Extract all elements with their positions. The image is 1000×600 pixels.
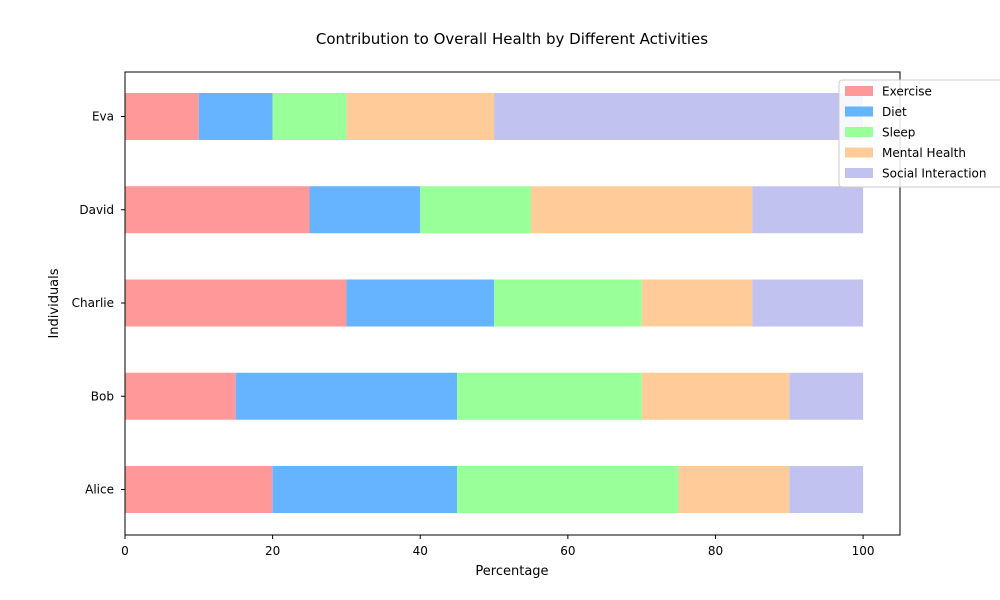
bar-eva-mental-health bbox=[346, 93, 495, 140]
bar-eva-exercise bbox=[125, 93, 199, 140]
chart-title: Contribution to Overall Health by Differ… bbox=[316, 30, 708, 48]
y-axis: Alice Bob Charlie David Eva bbox=[72, 110, 125, 497]
x-tick-label: 20 bbox=[265, 544, 280, 558]
bar-bob-mental-health bbox=[641, 372, 790, 420]
x-tick-label: 0 bbox=[121, 544, 129, 558]
bar-david-mental-health bbox=[530, 186, 753, 234]
x-tick-label: 40 bbox=[413, 544, 428, 558]
legend-label-diet: Diet bbox=[882, 105, 907, 119]
legend-label-sleep: Sleep bbox=[882, 126, 915, 140]
x-tick-label: 80 bbox=[708, 544, 723, 558]
legend: Exercise Diet Sleep Mental Health Social Int… bbox=[838, 79, 1000, 188]
bar-eva-diet bbox=[198, 93, 273, 140]
bar-alice-exercise bbox=[125, 466, 273, 513]
bar-bob-diet bbox=[235, 372, 458, 420]
bar-bob-social-interaction bbox=[789, 372, 864, 420]
bar-alice-social-interaction bbox=[789, 466, 864, 513]
x-axis: 0 20 40 60 80 100 bbox=[121, 535, 875, 558]
legend-swatch-exercise bbox=[845, 86, 873, 96]
bar-charlie-mental-health bbox=[641, 279, 753, 327]
bar-alice-diet bbox=[272, 466, 458, 513]
bar-charlie-social-interaction bbox=[752, 279, 864, 327]
legend-swatch-social-interaction bbox=[845, 168, 873, 178]
legend-label-exercise: Exercise bbox=[882, 85, 932, 99]
bar-charlie-sleep bbox=[494, 279, 642, 327]
bar-alice-sleep bbox=[457, 466, 679, 513]
legend-box bbox=[838, 79, 1000, 188]
bar-bob-exercise bbox=[125, 372, 236, 420]
bar-charlie-diet bbox=[346, 279, 495, 327]
bar-david-sleep bbox=[420, 186, 531, 234]
bar-eva-social-interaction bbox=[494, 93, 864, 140]
x-tick-label: 60 bbox=[560, 544, 575, 558]
y-tick-label: Charlie bbox=[72, 296, 114, 310]
y-tick-label: David bbox=[79, 203, 114, 217]
legend-swatch-mental-health bbox=[845, 147, 873, 158]
y-axis-label: Individuals bbox=[47, 268, 62, 338]
legend-label-social-interaction: Social Interaction bbox=[882, 167, 987, 181]
y-tick-label: Bob bbox=[91, 389, 114, 403]
bars-layer bbox=[125, 93, 864, 513]
x-axis-label: Percentage bbox=[475, 564, 548, 579]
x-tick-label: 100 bbox=[852, 544, 875, 558]
legend-swatch-sleep bbox=[845, 127, 873, 137]
bar-bob-sleep bbox=[457, 372, 642, 420]
bar-david-social-interaction bbox=[752, 186, 864, 234]
bar-alice-mental-health bbox=[678, 466, 790, 513]
bar-david-diet bbox=[309, 186, 421, 234]
bar-david-exercise bbox=[125, 186, 310, 234]
legend-label-mental-health: Mental Health bbox=[882, 146, 966, 160]
y-tick-label: Eva bbox=[92, 110, 114, 124]
bar-charlie-exercise bbox=[125, 279, 347, 327]
y-tick-label: Alice bbox=[85, 483, 114, 497]
legend-swatch-diet bbox=[845, 106, 873, 117]
bar-eva-sleep bbox=[272, 93, 347, 140]
